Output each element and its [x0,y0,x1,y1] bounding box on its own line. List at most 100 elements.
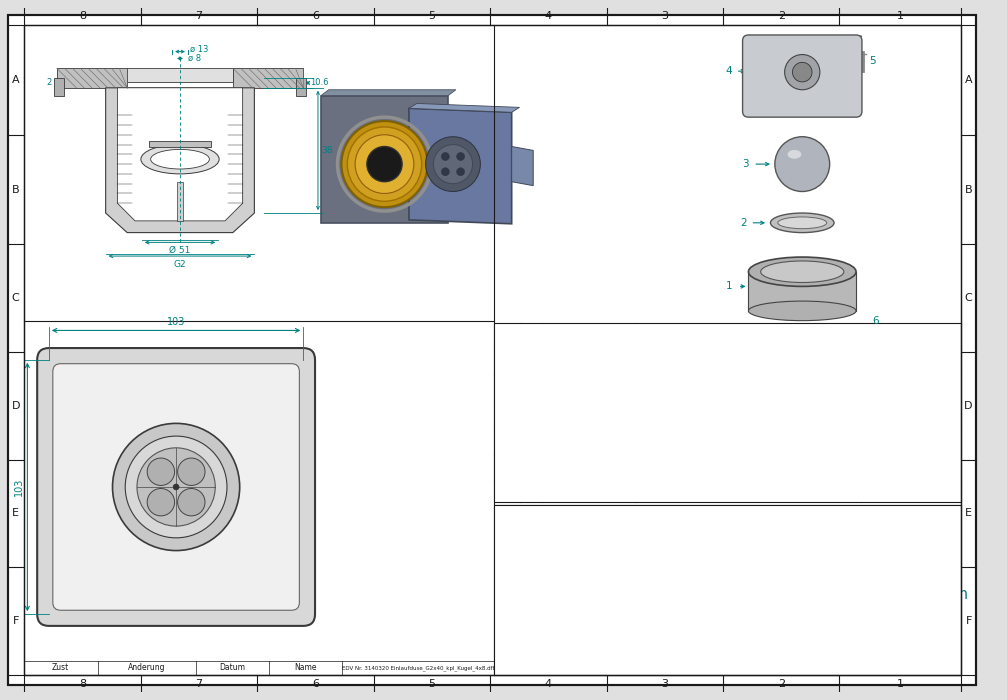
Polygon shape [409,104,520,112]
Text: Artikel Nr.: Artikel Nr. [885,331,937,340]
Polygon shape [321,96,448,223]
Text: 103: 103 [13,478,23,496]
Text: DIN 913_M3x6: DIN 913_M3x6 [638,384,704,393]
Circle shape [793,62,812,82]
Text: Gewindestift: Gewindestift [545,384,602,393]
Ellipse shape [748,301,856,321]
Text: C: C [965,293,973,303]
Text: 505308: 505308 [893,384,928,393]
Text: 8: 8 [80,11,87,22]
Text: E: E [12,508,19,519]
Circle shape [441,153,449,160]
Circle shape [125,436,227,538]
Text: 1: 1 [896,11,903,22]
Text: 2: 2 [46,78,51,88]
Text: B: B [965,185,973,195]
Bar [56,68,127,88]
Text: Anz.: Anz. [520,331,542,340]
Ellipse shape [770,213,834,232]
Polygon shape [748,272,856,311]
Text: A: A [965,75,973,85]
Text: Allgemeintoleranzen: Allgemeintoleranzen [687,536,752,540]
Text: 5: 5 [504,384,510,393]
Text: 1: 1 [504,489,510,499]
Text: F: F [12,616,19,626]
Text: Norm: Norm [496,586,515,592]
Text: Gewicht   1271 kg: Gewicht 1271 kg [887,536,945,540]
Circle shape [347,127,422,202]
Text: 1: 1 [528,463,534,473]
Text: 6: 6 [312,678,319,689]
Text: 5: 5 [869,57,876,66]
Text: E: E [965,508,972,519]
Text: A: A [12,75,19,85]
Ellipse shape [141,144,220,174]
Circle shape [173,484,179,490]
Polygon shape [118,88,243,221]
Text: 513526: 513526 [893,358,928,367]
Circle shape [113,424,240,551]
Bar [233,68,303,88]
Ellipse shape [760,261,844,283]
Text: Deckel 103 x 103: Deckel 103 x 103 [793,603,895,617]
Text: Bezeichnung: Bezeichnung [557,331,621,340]
Text: Druckfeder fur Kugelduse: Druckfeder fur Kugelduse [545,463,661,473]
Text: Anderung: Anderung [128,664,165,673]
Text: 1: 1 [528,437,534,447]
Ellipse shape [787,150,802,159]
Circle shape [147,489,174,516]
Text: ISO 2768-mk: ISO 2768-mk [695,543,744,552]
Text: 2: 2 [528,384,534,393]
Text: Name: Name [294,664,316,673]
Circle shape [426,136,480,192]
Text: Einlaufduse G2 x 40mm: Einlaufduse G2 x 40mm [793,587,969,602]
Text: 4: 4 [726,66,732,76]
Text: tester prnnr: tester prnnr [563,564,604,570]
Text: 3140150101: 3140150101 [882,490,940,499]
Text: 6: 6 [872,316,879,326]
Text: 8: 8 [80,678,87,689]
Text: ø 8: ø 8 [188,54,201,63]
Text: Gepr.: Gepr. [496,575,515,581]
Text: 3101320171: 3101320171 [882,437,940,446]
Text: Datum: Datum [533,536,557,542]
Text: Hugo Lahme GmbH: Hugo Lahme GmbH [565,621,678,631]
Circle shape [355,135,414,193]
Text: Ersatz fur Zehng.-Nr.:: Ersatz fur Zehng.-Nr.: [550,665,624,671]
Text: 4 x ø8mm: 4 x ø8mm [638,437,685,446]
Ellipse shape [151,149,209,169]
Bar [127,68,233,82]
Text: 3: 3 [662,678,669,689]
Text: 578240: 578240 [894,411,928,419]
Circle shape [341,121,428,207]
Text: 103: 103 [167,316,185,326]
Circle shape [457,168,464,176]
Text: Name: Name [563,536,583,542]
Text: 3140320.0: 3140320.0 [793,629,890,648]
Text: Oberflache: Oberflache [739,536,773,540]
Text: 1: 1 [726,281,732,291]
Polygon shape [512,146,533,186]
Text: F: F [966,616,972,626]
Bar [296,78,306,96]
Text: 10.6: 10.6 [310,78,328,88]
Circle shape [441,168,449,176]
Text: 4: 4 [504,410,510,420]
Text: Grundelement G2 x 40mm: Grundelement G2 x 40mm [545,490,666,499]
Circle shape [177,458,205,485]
Text: 7: 7 [195,678,202,689]
Text: Pos.: Pos. [496,331,518,340]
Text: 1: 1 [528,410,534,420]
Text: 07.04.16: 07.04.16 [688,563,715,568]
Text: Datum: Datum [688,552,709,557]
Circle shape [137,448,215,526]
Text: EDV Nr. 3140320 Einlaufduse_G2x40_kpl_Kugel_4x8.dft: EDV Nr. 3140320 Einlaufduse_G2x40_kpl_Ku… [342,665,495,671]
Text: 5: 5 [428,11,435,22]
FancyBboxPatch shape [52,364,299,610]
Text: 2: 2 [777,678,784,689]
Text: Rechteckige Blende: Rechteckige Blende [638,490,729,499]
Text: 500411: 500411 [893,463,928,473]
Text: 1   BI: 1 BI [926,533,946,542]
Polygon shape [321,90,456,96]
Text: G2: G2 [173,260,186,269]
